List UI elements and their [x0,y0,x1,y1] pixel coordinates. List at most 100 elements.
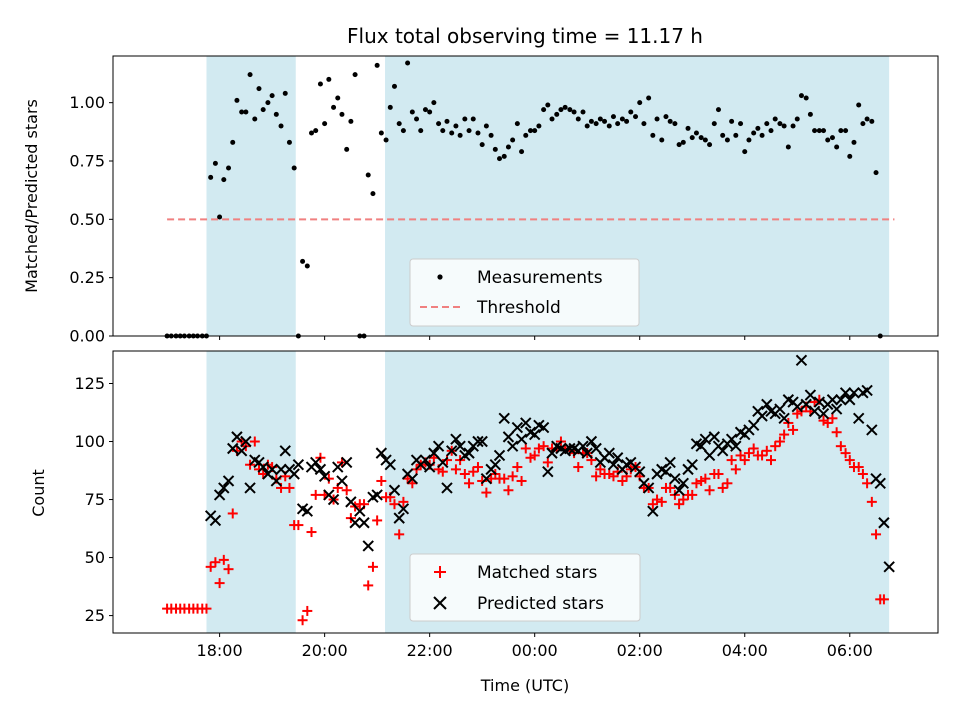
matched-star-point [297,615,308,626]
matched-star-point [827,413,838,424]
count-points-layer [162,354,895,626]
measurement-point [304,263,310,269]
legend-label-matched-stars: Matched stars [477,563,597,583]
measurement-point [217,214,223,220]
measurement-point [230,139,236,145]
matched-star-point [450,464,461,475]
matched-star-point [573,462,584,473]
predicted-star-point [660,465,672,478]
matched-star-point [704,485,715,496]
matched-star-point [481,487,492,498]
predicted-star-point [611,452,624,464]
measurement-point [339,111,345,117]
measurement-point [378,130,384,136]
matched-star-point [437,466,448,477]
matched-star-point [853,462,864,473]
measurement-point [479,142,485,148]
count-y-axis-label: Count [29,469,48,517]
predicted-star-point [257,461,269,473]
ratio-y-tick-label: 0.75 [69,152,105,171]
predicted-star-point [511,421,524,434]
measurement-point [260,107,266,113]
predicted-star-point [703,449,716,462]
measurement-point [208,174,214,180]
measurement-point [746,137,752,143]
measurement-point [505,144,511,150]
predicted-star-point [266,463,278,476]
matched-star-point [700,473,711,484]
measurement-point [838,128,844,134]
matched-star-point [748,443,759,454]
measurement-point [256,86,262,92]
predicted-star-point [839,387,852,399]
measurement-point [847,153,853,159]
predicted-star-point [861,384,873,397]
matched-star-point [538,441,549,452]
measurement-point [567,107,573,113]
measurement-point [405,60,411,66]
measurement-point [755,125,761,131]
predicted-star-point [327,493,340,506]
measurement-point [777,121,783,127]
predicted-star-point [564,442,576,455]
measurement-point [715,107,721,113]
matched-star-point [533,443,544,454]
measurement-point [549,116,555,122]
x-tick-label: 02:00 [617,641,663,660]
measurement-point [628,109,634,115]
predicted-star-point [581,447,593,459]
matched-star-point [687,489,698,500]
predicted-star-point [647,505,659,517]
measurement-point [212,160,218,166]
measurement-point [265,100,271,106]
predicted-star-point [695,440,707,452]
measurement-point [322,121,328,127]
measurement-point [720,132,726,138]
predicted-star-point [642,482,655,494]
ratio-legend-box [409,258,640,327]
measurement-point [641,121,647,127]
ratio-y-tick-label: 0.00 [69,327,105,346]
measurement-point [812,128,818,134]
matched-star-point [441,455,452,466]
predicted-star-point [716,445,729,457]
measurement-point [619,116,625,122]
measurement-point [864,116,870,122]
predicted-star-point [669,472,681,485]
measurement-point [510,137,516,143]
predicted-star-point [371,489,383,501]
measurement-point [440,128,446,134]
x-tick-label: 00:00 [512,641,558,660]
matched-star-point [757,450,768,461]
predicted-star-point [354,505,366,517]
measurement-point [685,125,691,131]
matched-star-point [477,475,488,486]
predicted-star-point [423,461,436,473]
measurement-point [243,109,249,115]
measurement-point [247,72,253,78]
x-tick-label: 04:00 [722,641,768,660]
predicted-star-point [585,435,598,448]
measurement-point [313,128,319,134]
predicted-star-point [498,412,510,425]
count-plot-frame [112,350,939,634]
predicted-star-point [480,472,493,485]
predicted-star-point [502,431,515,443]
predicted-star-point [577,440,589,452]
predicted-star-point [708,431,720,443]
count-panel: 25 50 75 100 125 18:00 20:00 22:00 00:00 02:00 04:… [29,350,939,695]
measurement-point [869,118,875,124]
predicted-star-point [375,447,388,459]
measurement-point [729,118,735,124]
measurement-point [580,109,586,115]
matched-star-point [223,564,234,575]
matched-star-point [840,448,851,459]
measurement-point [584,123,590,129]
matched-star-point [722,478,733,489]
predicted-star-point [546,447,558,459]
measurement-point [663,114,669,120]
predicted-star-point [275,463,287,476]
predicted-star-point [747,419,760,431]
x-tick-label: 06:00 [827,641,873,660]
matched-star-point [871,529,882,540]
